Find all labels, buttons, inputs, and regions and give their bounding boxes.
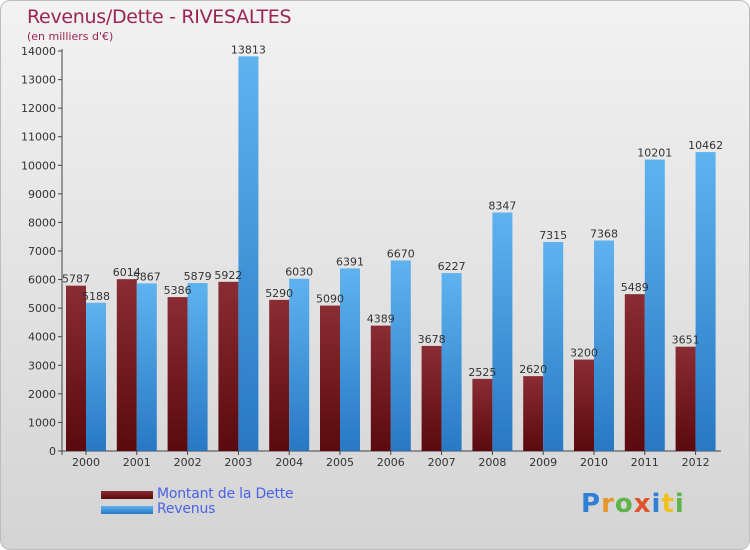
bar-revenue bbox=[136, 283, 157, 451]
chart-title: Revenus/Dette - RIVESALTES bbox=[27, 6, 292, 28]
data-label-revenue: 5879 bbox=[184, 270, 212, 283]
legend-swatch-debt bbox=[101, 490, 153, 499]
chart-legend: Montant de la Dette Revenus bbox=[101, 486, 294, 517]
x-tick-label: 2008 bbox=[478, 456, 506, 469]
bar-debt bbox=[218, 281, 239, 451]
y-tick-label: 0 bbox=[49, 445, 56, 458]
bar-debt bbox=[675, 346, 696, 451]
bar-debt bbox=[320, 305, 340, 451]
data-label-revenue: 10201 bbox=[637, 147, 672, 160]
logo-letter: r bbox=[601, 489, 615, 519]
bar-revenue bbox=[441, 273, 462, 451]
bar-revenue bbox=[289, 278, 310, 451]
data-label-revenue: 8347 bbox=[488, 200, 516, 213]
bar-debt bbox=[523, 376, 544, 451]
proxiti-logo: Proxiti bbox=[581, 489, 685, 519]
bar-revenue bbox=[340, 268, 360, 451]
logo-letter: i bbox=[674, 489, 685, 519]
x-tick-label: 2012 bbox=[682, 456, 710, 469]
legend-label-revenue: Revenus bbox=[157, 501, 216, 517]
data-label-revenue: 6391 bbox=[336, 255, 364, 268]
y-tick-label: 4000 bbox=[28, 331, 56, 344]
legend-label-debt: Montant de la Dette bbox=[157, 486, 294, 502]
bar-debt bbox=[624, 294, 645, 451]
x-tick-label: 2005 bbox=[326, 456, 354, 469]
data-label-revenue: 6030 bbox=[285, 266, 313, 279]
logo-letter: i bbox=[651, 489, 662, 519]
x-tick-label: 2007 bbox=[428, 456, 456, 469]
bar-debt bbox=[370, 325, 391, 451]
bar-revenue bbox=[695, 152, 716, 452]
bar-revenue bbox=[492, 212, 513, 451]
logo-letter: x bbox=[633, 489, 652, 519]
bar-revenue bbox=[543, 242, 564, 451]
logo-letter: o bbox=[614, 489, 634, 519]
x-tick-label: 2009 bbox=[529, 456, 557, 469]
bar-revenue bbox=[644, 159, 665, 452]
bar-debt bbox=[116, 279, 137, 451]
bar-revenue bbox=[390, 260, 411, 451]
data-label-debt: 5922 bbox=[214, 269, 242, 282]
data-label-debt: 5489 bbox=[621, 281, 649, 294]
data-label-revenue: 10462 bbox=[688, 139, 723, 152]
data-label-debt: 5386 bbox=[164, 284, 192, 297]
data-label-debt: 3200 bbox=[570, 347, 598, 360]
y-tick-label: 10000 bbox=[21, 159, 56, 172]
logo-letter: P bbox=[581, 489, 602, 519]
data-label-revenue: 6670 bbox=[387, 247, 415, 260]
bar-debt bbox=[167, 297, 188, 451]
data-label-revenue: 7315 bbox=[539, 229, 567, 242]
legend-item-revenue: Revenus bbox=[101, 502, 293, 517]
x-tick-label: 2003 bbox=[224, 456, 252, 469]
data-label-revenue: 5867 bbox=[133, 270, 161, 283]
legend-item-debt: Montant de la Dette bbox=[101, 486, 294, 502]
data-label-revenue: 13813 bbox=[231, 43, 266, 56]
x-tick-label: 2011 bbox=[631, 456, 659, 469]
data-label-debt: 5787 bbox=[62, 273, 90, 286]
y-tick-label: 2000 bbox=[28, 388, 56, 401]
data-label-debt: 6014 bbox=[113, 266, 141, 279]
y-tick-label: 12000 bbox=[21, 102, 56, 115]
bar-revenue bbox=[86, 302, 106, 451]
data-label-debt: 2525 bbox=[468, 366, 496, 379]
bar-debt bbox=[66, 285, 86, 451]
y-tick-label: 9000 bbox=[28, 188, 56, 201]
bar-debt bbox=[472, 378, 493, 451]
y-tick-label: 5000 bbox=[28, 302, 56, 315]
x-tick-label: 2000 bbox=[72, 456, 100, 469]
bar-revenue bbox=[187, 283, 208, 451]
legend-swatch-revenue bbox=[101, 505, 153, 514]
y-tick-label: 3000 bbox=[28, 359, 56, 372]
bar-revenue bbox=[594, 240, 614, 451]
y-tick-label: 13000 bbox=[21, 74, 56, 87]
y-tick-label: 1000 bbox=[28, 416, 56, 429]
y-tick-label: 7000 bbox=[28, 245, 56, 258]
x-tick-label: 2010 bbox=[580, 456, 608, 469]
bar-debt bbox=[269, 299, 290, 451]
x-tick-label: 2001 bbox=[123, 456, 151, 469]
y-tick-label: 11000 bbox=[21, 131, 56, 144]
x-tick-label: 2002 bbox=[174, 456, 202, 469]
bar-revenue bbox=[238, 56, 259, 451]
y-tick-label: 8000 bbox=[28, 216, 56, 229]
data-label-revenue: 5188 bbox=[82, 290, 110, 303]
data-label-revenue: 6227 bbox=[438, 260, 466, 273]
logo-letter: t bbox=[661, 489, 675, 519]
bar-debt bbox=[421, 345, 442, 451]
data-label-debt: 5290 bbox=[265, 287, 293, 300]
data-label-debt: 3678 bbox=[418, 333, 446, 346]
data-label-debt: 2620 bbox=[519, 363, 547, 376]
x-tick-label: 2006 bbox=[377, 456, 405, 469]
data-label-revenue: 7368 bbox=[590, 227, 618, 240]
x-tick-label: 2004 bbox=[275, 456, 303, 469]
bar-debt bbox=[574, 359, 594, 451]
y-tick-label: 6000 bbox=[28, 274, 56, 287]
data-label-debt: 3651 bbox=[672, 334, 700, 347]
y-tick-label: 14000 bbox=[21, 45, 56, 58]
data-label-debt: 5090 bbox=[316, 293, 344, 306]
chart-subtitle: (en milliers d'€) bbox=[27, 30, 114, 43]
data-label-debt: 4389 bbox=[367, 313, 395, 326]
